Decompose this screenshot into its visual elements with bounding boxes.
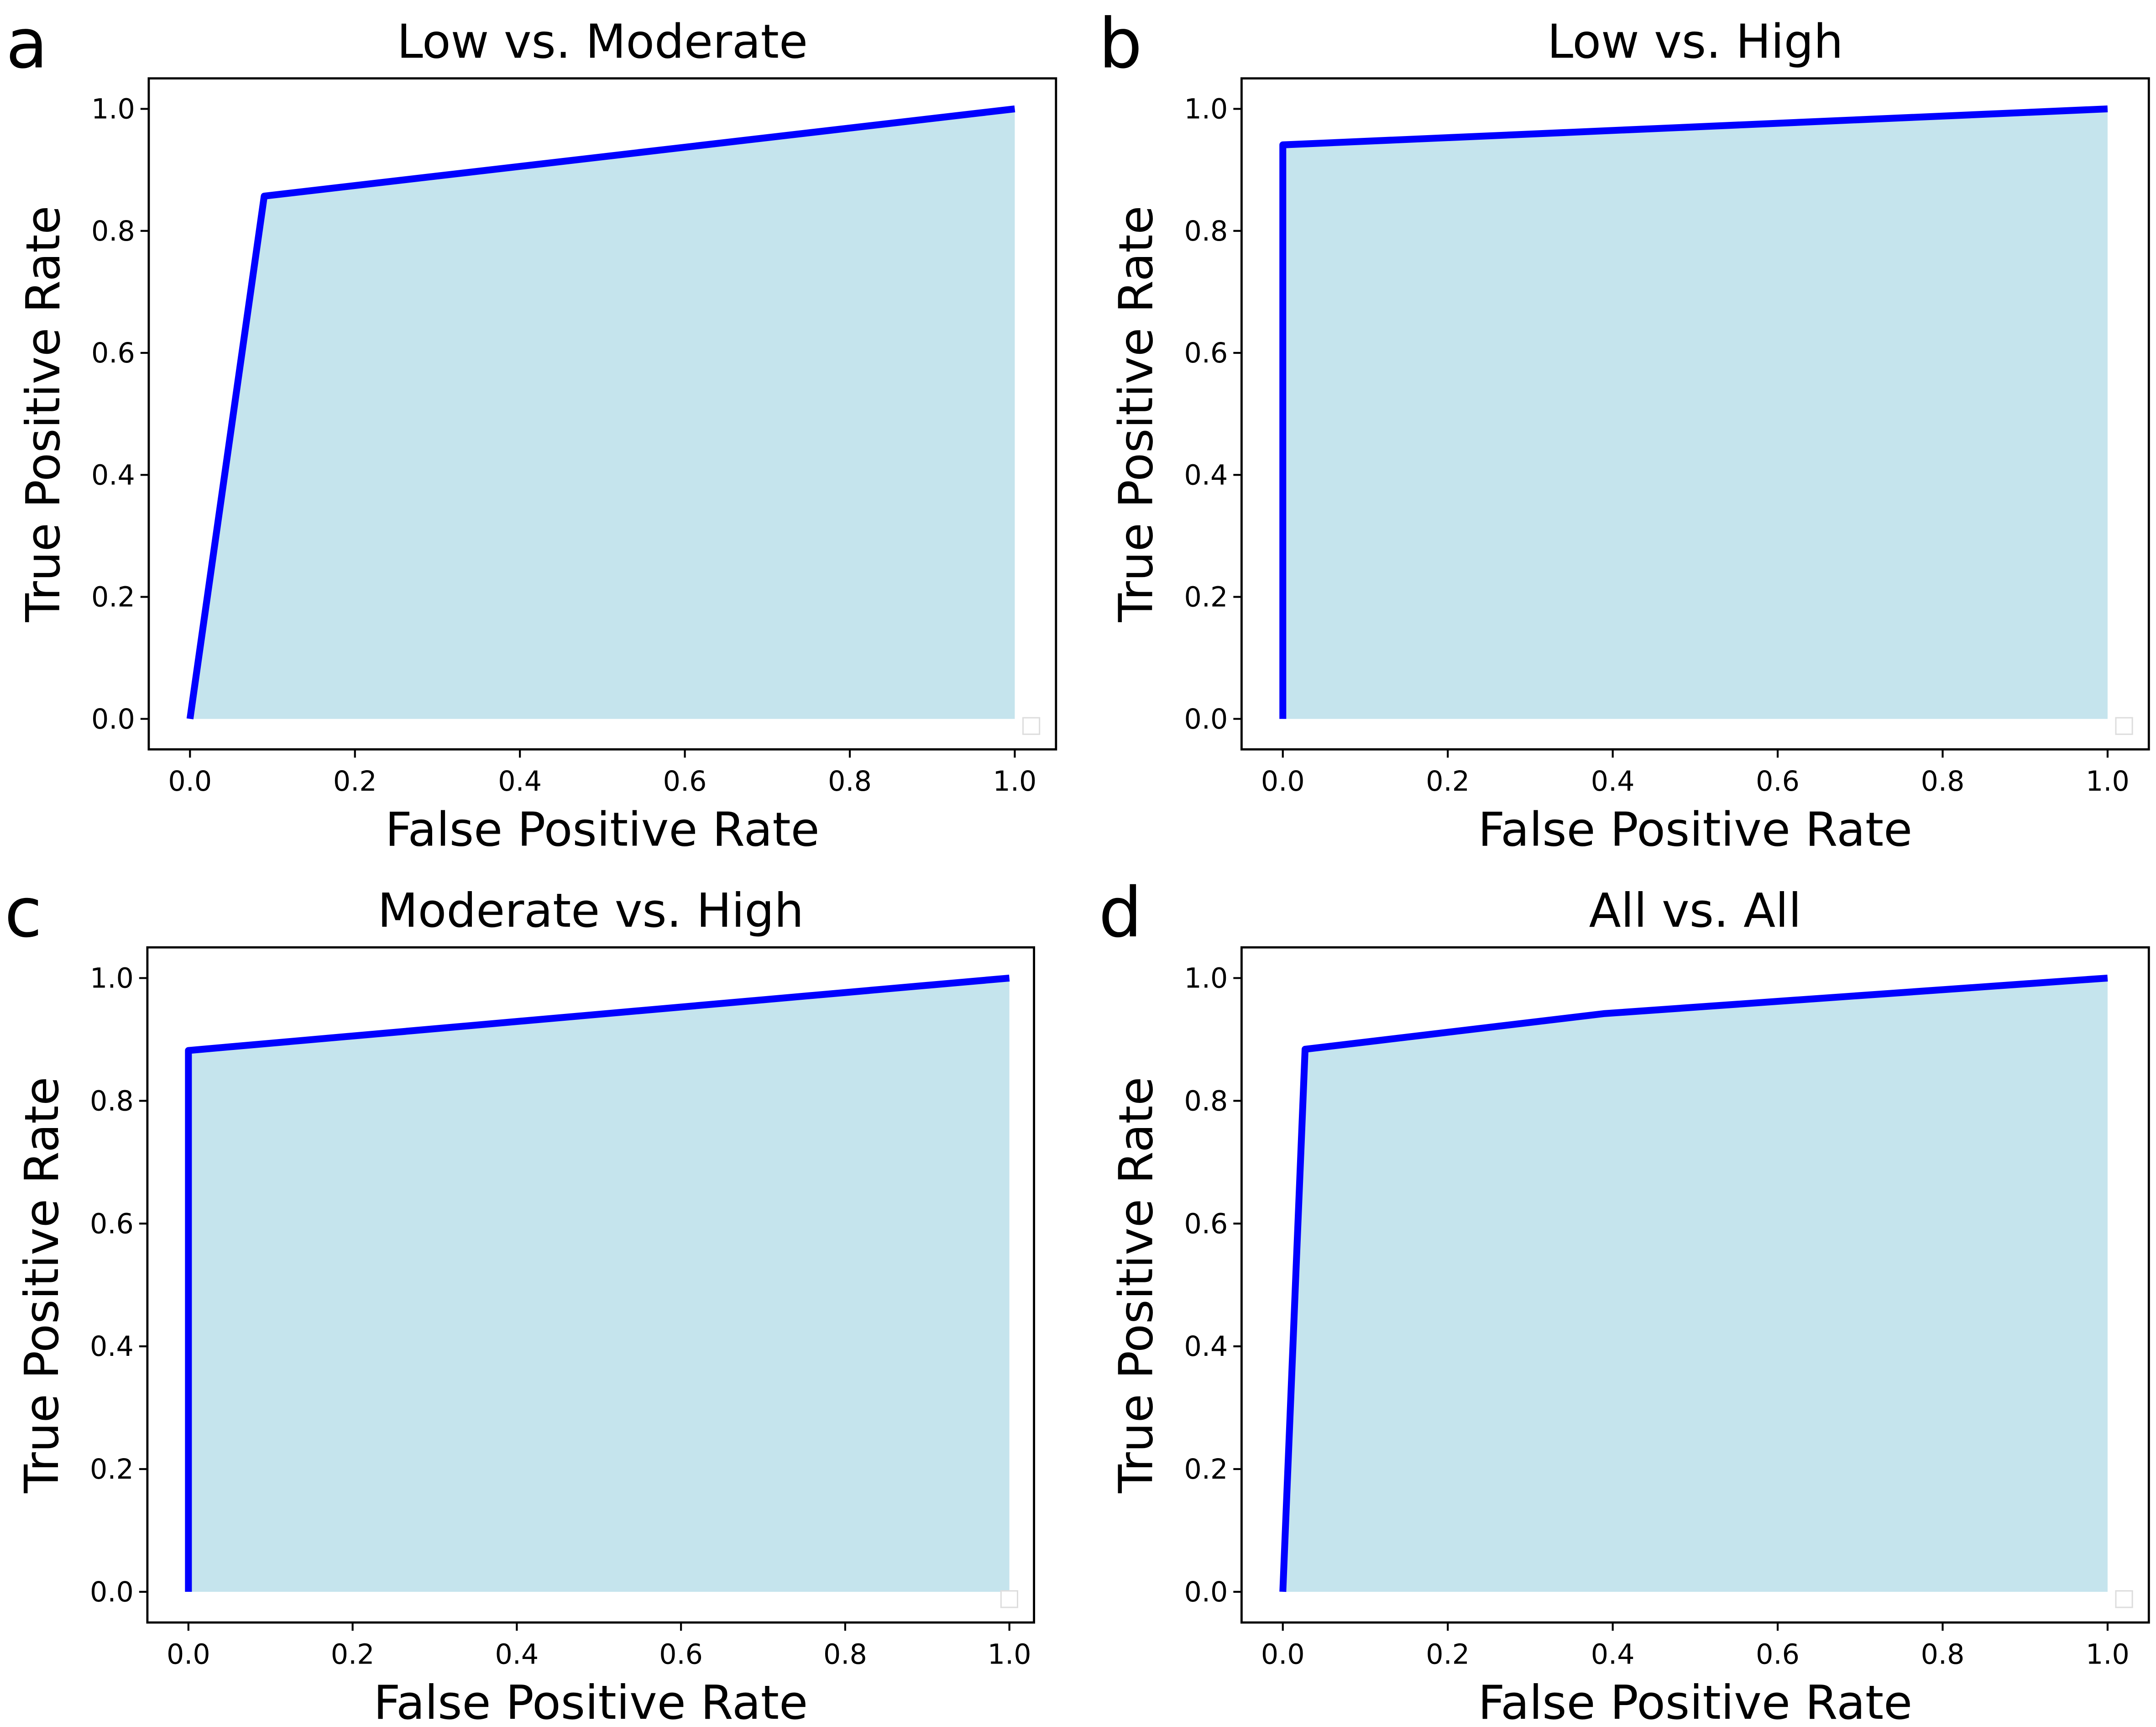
y-tick-label: 0.2	[1184, 582, 1228, 614]
y-axis-label: True Positive Rate	[15, 1077, 69, 1494]
y-tick-label: 1.0	[1184, 963, 1228, 995]
empty-legend	[1022, 717, 1041, 735]
x-tick-label: 0.4	[1591, 1638, 1635, 1670]
roc-area-fill	[188, 978, 1010, 1592]
x-tick-label: 0.0	[168, 766, 212, 798]
panel-letter: a	[6, 4, 48, 84]
roc-curve	[1279, 974, 2108, 1592]
y-tick-label: 0.6	[1184, 337, 1228, 369]
y-tick-label: 0.0	[91, 703, 135, 735]
panel-letter: d	[1099, 872, 1142, 953]
x-tick-label: 1.0	[2086, 1638, 2130, 1670]
axes-frame	[147, 77, 1057, 751]
panel-title: Low vs. Moderate	[397, 15, 808, 69]
x-tick-label: 0.0	[1261, 766, 1305, 798]
y-tick-label: 0.0	[1184, 703, 1228, 735]
x-tick-label: 1.0	[2086, 766, 2130, 798]
x-tick-label: 0.6	[659, 1638, 703, 1670]
x-tick-label: 0.0	[1261, 1638, 1305, 1670]
axes-frame	[1240, 946, 2150, 1624]
x-axis-label: False Positive Rate	[373, 1676, 808, 1727]
y-axis-label: True Positive Rate	[1109, 206, 1164, 623]
x-tick-label: 0.2	[333, 766, 377, 798]
x-tick-label: 1.0	[993, 766, 1037, 798]
axes-frame	[146, 946, 1036, 1624]
roc-panel-a: 0.0 0.2 0.4 0.6 0.8 1.0 0.0 0.2 0.4 0.6 0.8 1.0 Fals…	[6, 4, 1057, 857]
x-axis-label: False Positive Rate	[385, 803, 820, 857]
roc-curve	[185, 974, 1010, 1592]
y-tick-label: 0.2	[91, 582, 135, 614]
x-tick-label: 0.8	[823, 1638, 867, 1670]
roc-area-fill	[1282, 978, 2108, 1592]
y-tick-label: 0.6	[91, 337, 135, 369]
y-tick-label: 0.0	[90, 1576, 134, 1608]
y-tick-label: 1.0	[91, 94, 135, 126]
x-axis-label: False Positive Rate	[1478, 1676, 1913, 1727]
y-tick-label: 0.4	[1184, 1331, 1228, 1363]
x-tick-label: 0.6	[1756, 1638, 1800, 1670]
roc-curve	[186, 105, 1015, 719]
y-tick-label: 0.6	[90, 1208, 134, 1240]
x-tick-label: 0.2	[1426, 766, 1470, 798]
y-tick-label: 0.4	[1184, 459, 1228, 491]
y-tick-label: 0.4	[90, 1331, 134, 1363]
y-tick-label: 0.8	[90, 1085, 134, 1117]
y-tick-label: 1.0	[1184, 94, 1228, 126]
y-tick-label: 0.8	[1184, 1085, 1228, 1117]
y-tick-label: 0.6	[1184, 1208, 1228, 1240]
x-axis-label: False Positive Rate	[1478, 803, 1913, 857]
y-axis-label: True Positive Rate	[1109, 1077, 1164, 1494]
roc-panel-b: 0.0 0.2 0.4 0.6 0.8 1.0 0.0 0.2 0.4 0.6 0.8 1.0 Fals…	[1099, 4, 2150, 857]
x-tick-label: 0.6	[1756, 766, 1800, 798]
roc-panel-d: 0.0 0.2 0.4 0.6 0.8 1.0 0.0 0.2 0.4 0.6 0.8 1.0 Fals…	[1099, 872, 2150, 1727]
panel-title: Moderate vs. High	[377, 884, 804, 938]
x-tick-label: 0.4	[1591, 766, 1635, 798]
y-tick-label: 0.4	[91, 459, 135, 491]
x-tick-label: 0.8	[1921, 1638, 1965, 1670]
x-tick-label: 0.8	[1921, 766, 1965, 798]
x-tick-label: 1.0	[988, 1638, 1031, 1670]
empty-legend	[2115, 717, 2133, 735]
x-tick-label: 0.0	[167, 1638, 210, 1670]
x-tick-label: 0.2	[331, 1638, 375, 1670]
y-tick-label: 1.0	[90, 963, 134, 995]
x-tick-label: 0.8	[828, 766, 872, 798]
roc-area-fill	[1282, 109, 2108, 719]
empty-legend	[1000, 1590, 1018, 1608]
y-tick-label: 0.0	[1184, 1576, 1228, 1608]
y-axis-label: True Positive Rate	[16, 206, 71, 623]
panel-letter: b	[1099, 4, 1142, 84]
x-tick-label: 0.4	[498, 766, 542, 798]
x-tick-label: 0.2	[1426, 1638, 1470, 1670]
y-tick-label: 0.8	[1184, 215, 1228, 247]
panel-letter: c	[5, 872, 42, 953]
axes-frame	[1240, 77, 2150, 751]
y-tick-label: 0.2	[1184, 1454, 1228, 1486]
roc-area-fill	[190, 109, 1015, 719]
x-tick-label: 0.4	[495, 1638, 539, 1670]
panel-title: All vs. All	[1589, 884, 1801, 938]
y-tick-label: 0.2	[90, 1454, 134, 1486]
roc-panel-c: 0.0 0.2 0.4 0.6 0.8 1.0 0.0 0.2 0.4 0.6 0.8 1.0 Fals…	[5, 872, 1036, 1727]
panel-title: Low vs. High	[1547, 15, 1843, 69]
y-tick-label: 0.8	[91, 215, 135, 247]
empty-legend	[2115, 1590, 2133, 1608]
x-tick-label: 0.6	[663, 766, 707, 798]
roc-curve	[1279, 105, 2108, 719]
